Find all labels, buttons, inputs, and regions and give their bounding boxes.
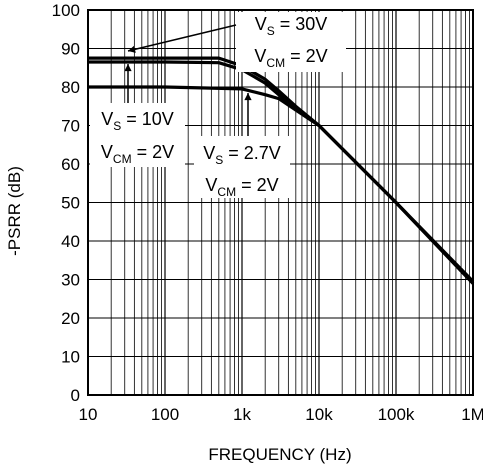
x-tick-label: 10k [305, 405, 333, 424]
x-tick-labels: 10 100 1k 10k 100k 1M [79, 405, 483, 424]
grid [88, 10, 473, 395]
annotation-arrowhead [244, 93, 252, 101]
y-axis-label: -PSRR (dB) [5, 166, 24, 256]
annotation-arrowhead [124, 64, 132, 72]
annotations: VS = 30V VCM = 2V VS = 10V VCM = 2V VS = 2.7… [90, 12, 346, 199]
y-tick-label: 80 [61, 78, 80, 97]
annotation-label: VS = 2.7V [203, 143, 281, 167]
y-tick-label: 50 [61, 194, 80, 213]
plot-frame [87, 9, 474, 396]
annotation-arrow [127, 24, 237, 52]
annotation-label: VCM = 2V [205, 175, 278, 199]
series-line-3 [88, 85, 475, 285]
annotation-label: VCM = 2V [101, 142, 174, 166]
x-tick-label: 1k [233, 405, 251, 424]
x-tick-label: 10 [79, 405, 98, 424]
y-tick-label: 90 [61, 40, 80, 59]
series-lines [88, 56, 475, 285]
annotation-bg [236, 12, 346, 72]
y-tick-label: 60 [61, 155, 80, 174]
x-tick-label: 1M [461, 405, 483, 424]
y-tick-label: 30 [61, 271, 80, 290]
y-tick-label: 100 [52, 1, 80, 20]
y-tick-labels: 0 10 20 30 40 50 60 70 80 90 100 [52, 1, 80, 405]
annotation-label: VCM = 2V [254, 46, 327, 70]
y-tick-label: 0 [71, 386, 80, 405]
annotation-bg [194, 136, 290, 198]
y-tick-label: 10 [61, 348, 80, 367]
y-tick-label: 40 [61, 232, 80, 251]
x-tick-label: 100k [378, 405, 415, 424]
annotation-label: VS = 10V [101, 109, 174, 133]
annotation-arrowhead [128, 45, 136, 53]
y-tick-label: 20 [61, 309, 80, 328]
annotation-label: VS = 30V [255, 14, 328, 38]
x-tick-label: 100 [151, 405, 179, 424]
x-axis-label: FREQUENCY (Hz) [208, 445, 351, 464]
annotation-bg [90, 103, 185, 167]
y-tick-label: 70 [61, 117, 80, 136]
